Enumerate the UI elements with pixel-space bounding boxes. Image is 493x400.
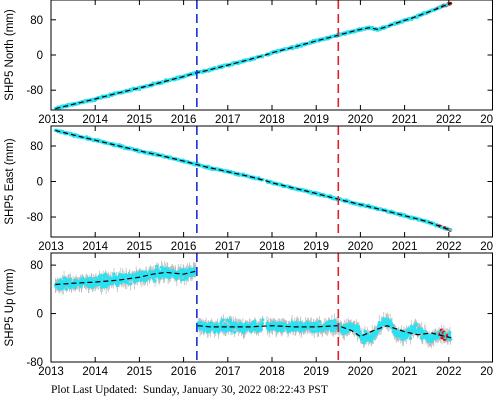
- data-point: [68, 277, 73, 281]
- x-tick-label: 2021: [392, 241, 418, 253]
- x-tick-label: 2013: [38, 241, 64, 253]
- x-tick-label: 2019: [303, 241, 329, 253]
- data-point: [182, 277, 186, 282]
- data-point: [253, 319, 257, 323]
- data-point: [115, 283, 120, 287]
- data-point: [125, 280, 130, 284]
- data-point: [249, 329, 254, 333]
- data-point: [178, 274, 183, 278]
- data-point: [135, 279, 139, 283]
- y-tick-label: -80: [26, 212, 43, 224]
- x-tick-label: 2022: [436, 114, 462, 126]
- data-points: [53, 264, 453, 345]
- data-point: [253, 322, 257, 326]
- data-point: [227, 328, 231, 332]
- x-tick-label: 2019: [303, 114, 329, 126]
- data-point: [90, 277, 94, 281]
- x-tick-label: 2013: [38, 114, 64, 126]
- data-point: [166, 266, 170, 271]
- data-point: [155, 264, 159, 268]
- model-line: [55, 2, 452, 110]
- data-point: [210, 321, 214, 325]
- x-tick-label: 2015: [127, 241, 153, 253]
- y-tick-label: 80: [30, 15, 43, 27]
- data-point: [245, 328, 249, 332]
- y-axis-label: SHP5 East (mm): [4, 138, 16, 224]
- x-tick-label: 2015: [127, 114, 153, 126]
- x-tick-label: 2018: [259, 241, 285, 253]
- x-tick-label: 2023: [480, 114, 493, 126]
- data-point: [208, 327, 213, 331]
- data-point: [214, 328, 218, 332]
- y-tick-label: 0: [37, 177, 43, 189]
- x-tick-label: 2014: [82, 241, 108, 253]
- data-point: [157, 269, 162, 274]
- data-point: [104, 284, 108, 289]
- data-point: [193, 269, 197, 274]
- y-tick-label: 80: [30, 141, 43, 153]
- data-point: [102, 277, 106, 282]
- data-point: [64, 287, 68, 291]
- x-tick-label: 2021: [392, 114, 418, 126]
- panel-2: 2013 2014 2015 2016 2017 2018 2019 2020 2021 2022…: [4, 125, 493, 253]
- data-point: [153, 279, 157, 283]
- data-point: [145, 277, 150, 281]
- x-tick-label: 2014: [82, 114, 108, 126]
- data-point: [449, 228, 453, 232]
- data-point: [175, 274, 179, 279]
- panel-1: 2013 2014 2015 2016 2017 2018 2019 2020 2021 2022…: [4, 0, 493, 126]
- y-axis-label: SHP5 North (mm): [4, 9, 16, 101]
- data-point: [233, 330, 237, 334]
- model-line: [55, 129, 452, 231]
- data-point: [277, 321, 281, 325]
- data-point: [281, 329, 285, 333]
- data-point: [290, 320, 294, 324]
- data-point: [224, 329, 228, 334]
- data-point: [117, 281, 121, 285]
- data-point: [276, 329, 280, 333]
- y-tick-label: -80: [26, 85, 43, 97]
- x-tick-label: 2017: [215, 114, 241, 126]
- x-tick-label: 2023: [480, 241, 493, 253]
- data-point: [229, 329, 233, 333]
- y-tick-label: 0: [37, 50, 43, 62]
- data-point: [260, 321, 265, 326]
- data-point: [74, 285, 78, 289]
- x-tick-label: 2018: [259, 114, 285, 126]
- data-point: [112, 272, 116, 276]
- data-point: [261, 318, 265, 322]
- x-tick-label: 2017: [215, 241, 241, 253]
- data-point: [191, 272, 195, 276]
- data-point: [221, 318, 225, 322]
- x-tick-label: 2022: [436, 241, 462, 253]
- x-tick-label: 2016: [171, 241, 197, 253]
- data-point: [261, 54, 265, 58]
- x-tick-label: 2020: [348, 114, 374, 126]
- panel-3: 2013 2014 2015 2016 2017 2018 2019 2020 2021 2022…: [4, 252, 493, 378]
- x-tick-label: 2020: [348, 241, 374, 253]
- data-point: [128, 282, 133, 286]
- x-tick-label: 2016: [171, 114, 197, 126]
- data-point: [259, 328, 263, 332]
- data-point: [180, 278, 184, 282]
- data-point: [202, 329, 206, 333]
- data-point: [228, 318, 233, 322]
